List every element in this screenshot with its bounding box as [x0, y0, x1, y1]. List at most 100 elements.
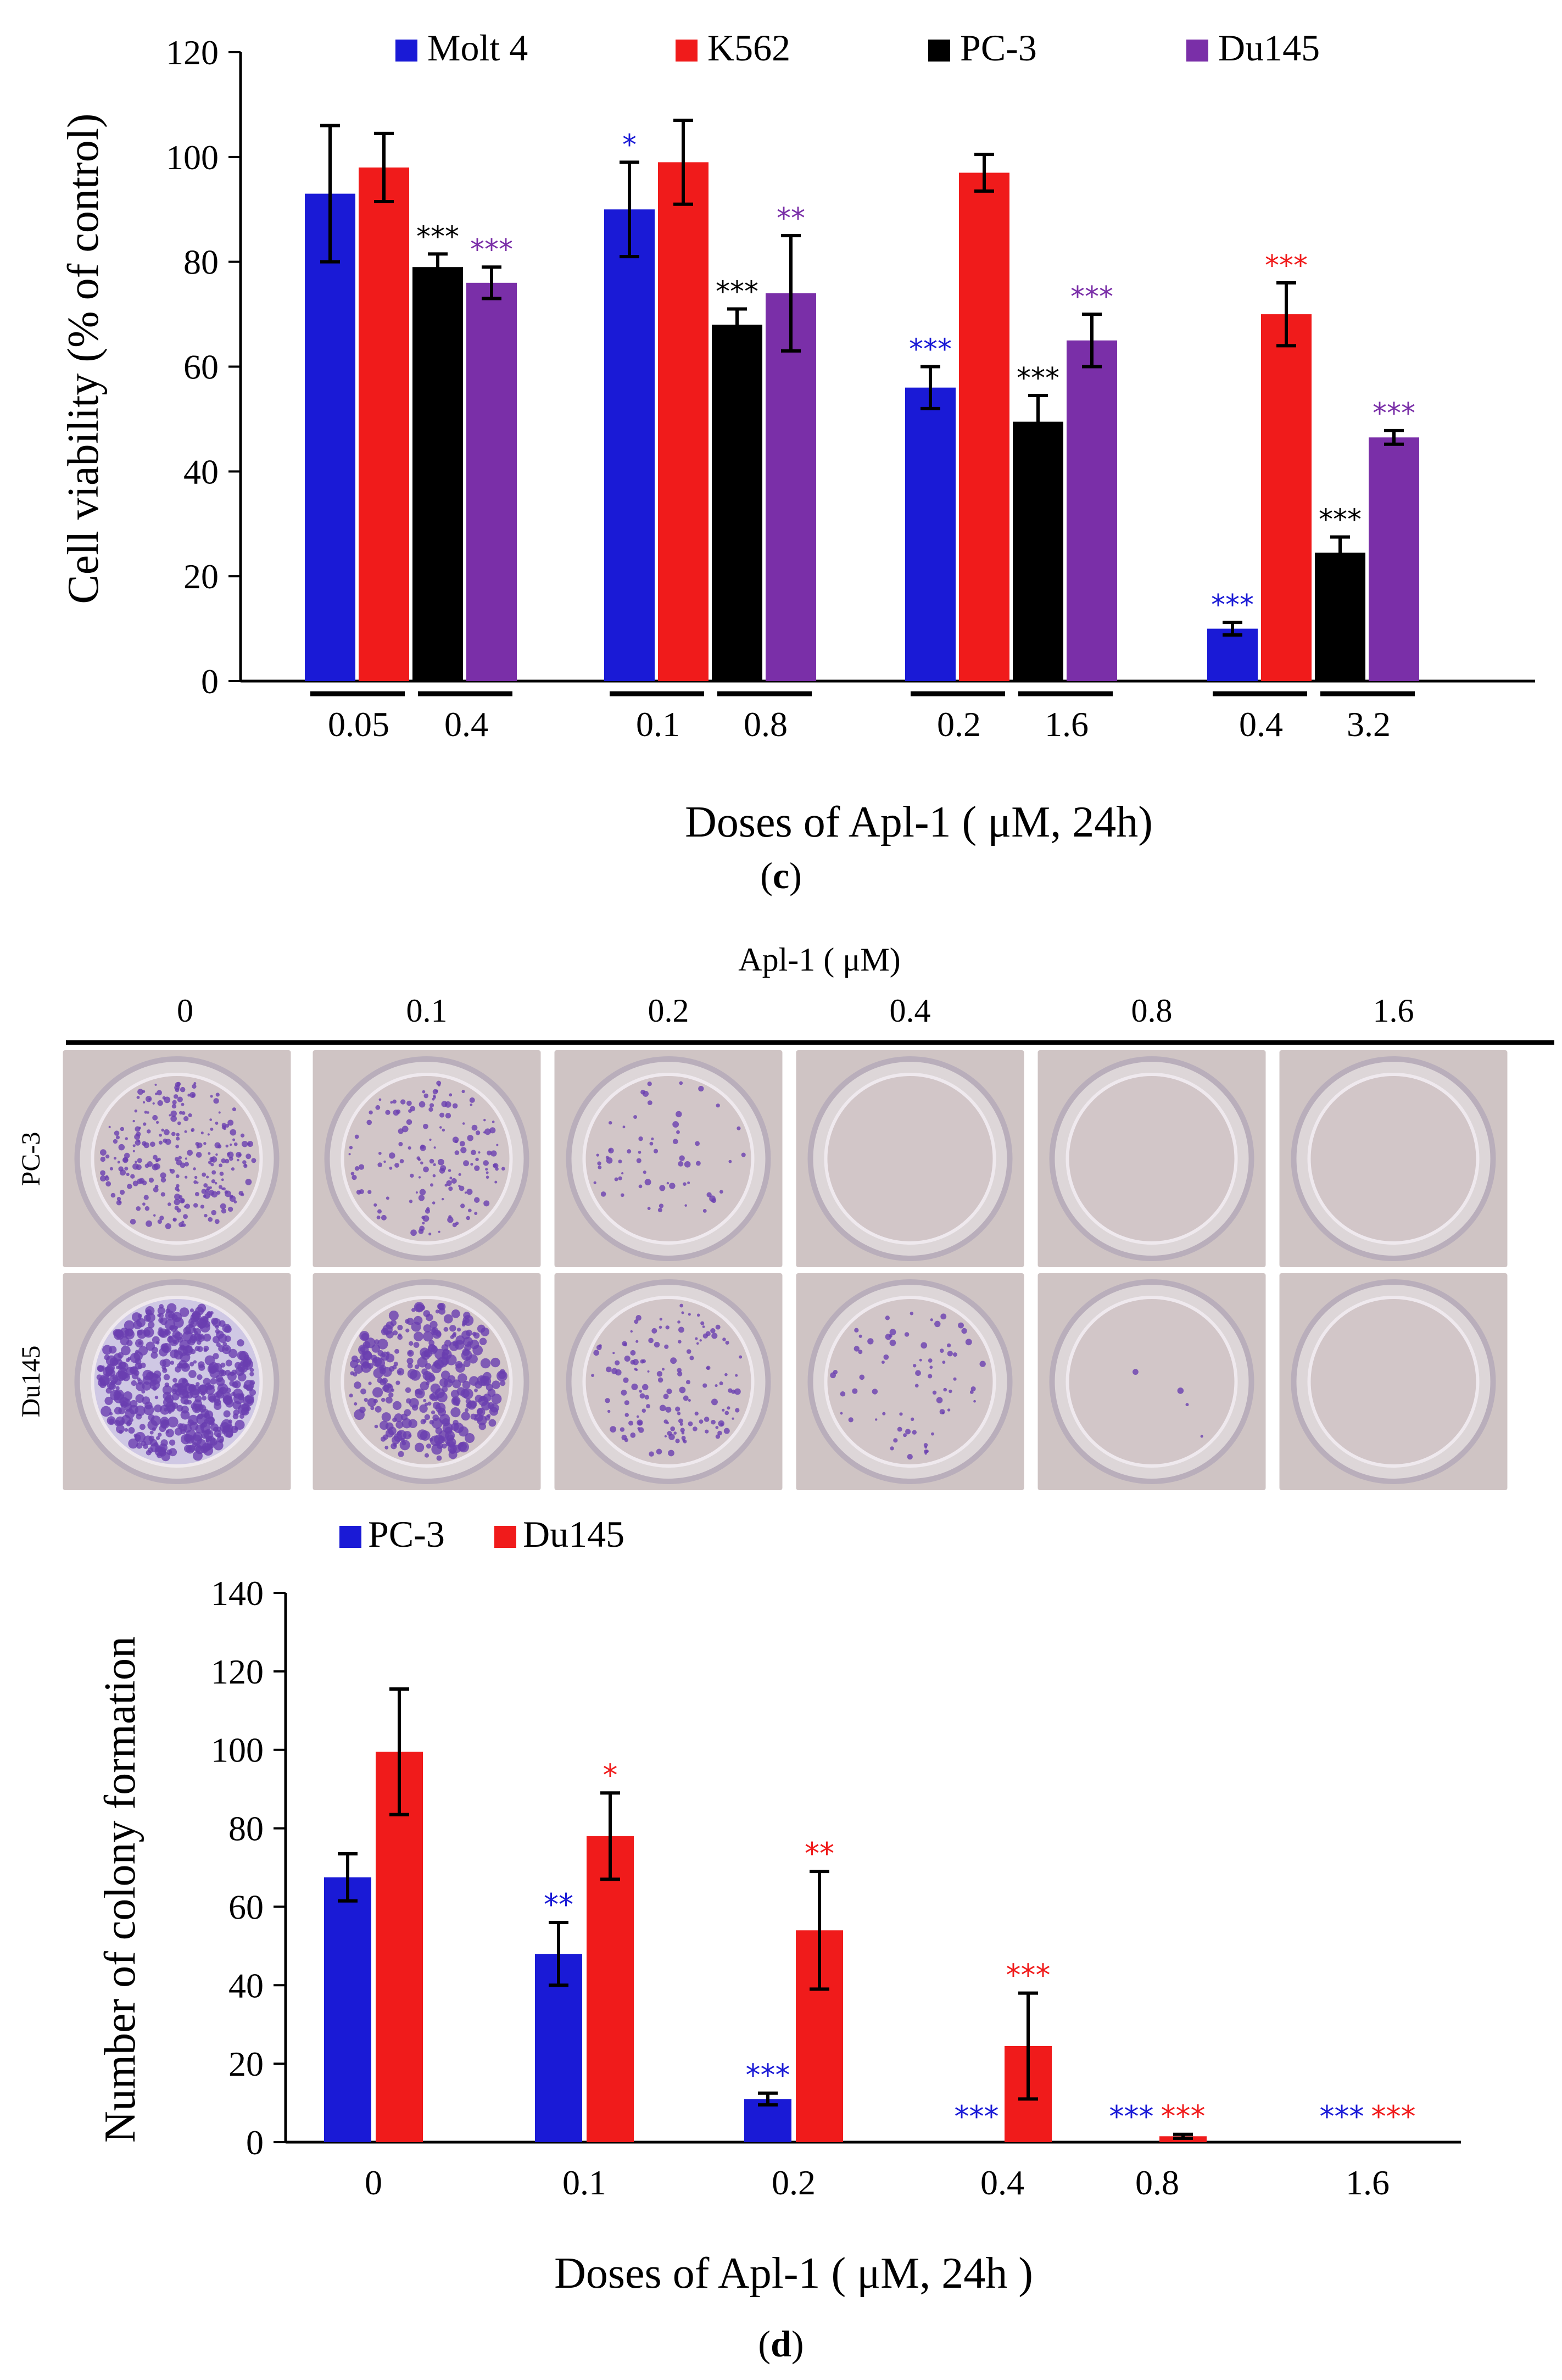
- colony-dot: [389, 1152, 395, 1159]
- colony-dot: [438, 1230, 440, 1233]
- colony-dot: [411, 1322, 421, 1332]
- colony-dot: [676, 1130, 680, 1134]
- y-tick-label: 20: [183, 557, 219, 596]
- colony-dot: [109, 1374, 119, 1384]
- colony-dot: [451, 1178, 457, 1184]
- colony-dot: [249, 1368, 254, 1373]
- colony-dot: [159, 1133, 162, 1137]
- colony-dot: [688, 1421, 693, 1426]
- colony-dot: [942, 1412, 945, 1414]
- colony-dot: [236, 1158, 239, 1162]
- colony-dot: [409, 1200, 413, 1203]
- colony-dot: [166, 1303, 177, 1313]
- colony-dot: [418, 1228, 424, 1234]
- colony-dot: [108, 1418, 115, 1424]
- colony-dot: [452, 1379, 461, 1389]
- colony-dot: [693, 1426, 698, 1431]
- colony-dot: [912, 1430, 917, 1435]
- colony-dot: [385, 1396, 393, 1404]
- colony-dot: [185, 1175, 188, 1179]
- colony-dot: [669, 1183, 676, 1189]
- bar-molt-4: [1207, 628, 1258, 681]
- colony-dot: [452, 1223, 457, 1228]
- colony-dot: [225, 1144, 228, 1148]
- colony-dot: [375, 1406, 382, 1413]
- colony-dot: [630, 1359, 635, 1365]
- colony-dot: [608, 1149, 611, 1152]
- dose-header: 0: [177, 993, 193, 1029]
- colony-dot: [164, 1096, 171, 1103]
- colony-dot: [706, 1192, 712, 1197]
- colony-dot: [973, 1400, 976, 1403]
- colony-dot: [651, 1328, 657, 1334]
- colony-dot: [210, 1378, 217, 1385]
- colony-dot: [656, 1448, 662, 1455]
- colony-dot: [442, 1349, 452, 1360]
- colony-dot: [947, 1343, 951, 1348]
- colony-dot: [598, 1165, 602, 1169]
- colony-dot: [202, 1172, 207, 1177]
- colony-dot: [452, 1103, 458, 1109]
- colony-dot: [233, 1142, 238, 1146]
- colony-dot: [442, 1443, 447, 1449]
- colony-dot: [408, 1146, 411, 1150]
- colony-dot: [138, 1127, 141, 1129]
- colony-dot: [659, 1404, 666, 1412]
- colony-dot: [154, 1404, 162, 1413]
- colony-dot: [433, 1163, 436, 1167]
- colony-dot: [735, 1374, 738, 1377]
- colony-dot: [204, 1410, 214, 1419]
- well-interior: [341, 1073, 513, 1245]
- colony-dot: [120, 1336, 130, 1346]
- colony-dot: [638, 1184, 643, 1189]
- colony-dot: [185, 1203, 191, 1209]
- colony-dot: [234, 1426, 238, 1431]
- colony-dot: [165, 1223, 171, 1229]
- colony-dot: [705, 1331, 711, 1336]
- bar-du145: [376, 1752, 423, 2142]
- colony-dot: [203, 1194, 207, 1198]
- colony-dot: [163, 1129, 170, 1135]
- colony-plate-photo: [796, 1050, 1024, 1267]
- y-tick-label: 80: [183, 243, 219, 282]
- colony-dot: [118, 1371, 127, 1380]
- colony-dot: [881, 1361, 885, 1364]
- colony-dot: [153, 1155, 158, 1160]
- colony-dot: [684, 1161, 691, 1168]
- colony-dot: [614, 1177, 618, 1181]
- colony-dot: [177, 1121, 181, 1125]
- colony-dot: [677, 1320, 680, 1324]
- colony-dot: [183, 1205, 186, 1208]
- colony-dot: [395, 1380, 400, 1385]
- colony-dot: [485, 1168, 488, 1171]
- colony-dot: [406, 1357, 414, 1364]
- colony-dot: [421, 1368, 428, 1375]
- colony-dot: [453, 1332, 457, 1336]
- colony-dot: [670, 1426, 676, 1431]
- apl-dose-title: Apl-1 ( μM): [738, 941, 900, 978]
- colony-dot: [924, 1452, 927, 1455]
- colony-dot: [137, 1158, 142, 1163]
- colony-dot: [163, 1374, 170, 1381]
- colony-dot: [137, 1313, 142, 1318]
- colony-dot: [161, 1128, 165, 1132]
- colony-dot: [687, 1181, 690, 1184]
- colony-dot: [192, 1311, 201, 1319]
- y-tick-label: 100: [211, 1731, 264, 1770]
- colony-dot: [122, 1398, 131, 1407]
- row-label-du145: Du145: [16, 1346, 46, 1418]
- colony-dot: [659, 1203, 664, 1208]
- bar-du145: [466, 282, 517, 681]
- colony-dot: [470, 1413, 477, 1420]
- colony-dot: [159, 1347, 168, 1357]
- legend-swatch: [928, 40, 950, 62]
- colony-dot: [679, 1155, 685, 1161]
- colony-dot: [611, 1368, 618, 1374]
- colony-dot: [678, 1326, 684, 1333]
- colony-dot: [152, 1386, 157, 1391]
- colony-dot: [209, 1368, 220, 1379]
- colony-dot: [929, 1365, 933, 1369]
- colony-photo-header: Apl-1 ( μM) 0 0.1 0.2 0.4 0.8 1.6: [66, 941, 1554, 1045]
- colony-dot: [473, 1197, 480, 1203]
- colony-dot: [450, 1390, 460, 1398]
